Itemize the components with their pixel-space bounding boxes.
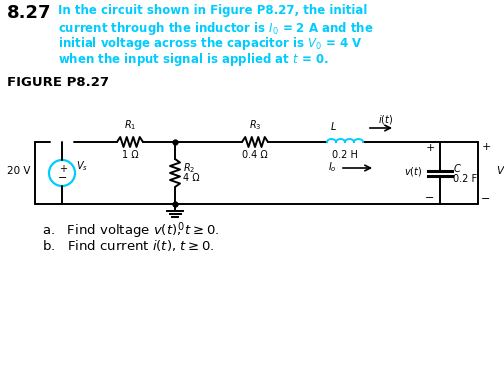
Text: 0.4 Ω: 0.4 Ω (242, 150, 268, 160)
Text: −: − (425, 193, 434, 203)
Text: when the input signal is applied at $t$ = 0.: when the input signal is applied at $t$ … (58, 50, 329, 67)
Text: FIGURE P8.27: FIGURE P8.27 (7, 76, 109, 89)
Text: $V_0$: $V_0$ (496, 164, 504, 178)
Text: −: − (58, 173, 68, 183)
Text: current through the inductor is $I_0$ = 2 A and the: current through the inductor is $I_0$ = … (58, 19, 373, 37)
Text: $R_3$: $R_3$ (249, 118, 261, 132)
Text: 1 Ω: 1 Ω (121, 150, 138, 160)
Text: 0.2 F: 0.2 F (453, 174, 477, 184)
Text: 4 Ω: 4 Ω (183, 173, 200, 183)
Text: $i(t)$: $i(t)$ (377, 113, 393, 126)
Text: 20 V: 20 V (7, 166, 31, 176)
Text: $R_1$: $R_1$ (124, 118, 136, 132)
Text: $v(t)$: $v(t)$ (404, 165, 422, 178)
Text: In the circuit shown in Figure P8.27, the initial: In the circuit shown in Figure P8.27, th… (58, 4, 367, 17)
Text: +: + (425, 143, 434, 153)
Text: $C$: $C$ (453, 162, 462, 174)
Text: $L$: $L$ (330, 120, 337, 132)
Text: b.   Find current $i(t)$, $t \geq 0$.: b. Find current $i(t)$, $t \geq 0$. (42, 238, 214, 253)
Text: 0.2 H: 0.2 H (332, 150, 358, 160)
Text: $I_o$: $I_o$ (328, 160, 337, 174)
Text: −: − (481, 194, 491, 204)
Text: +: + (59, 164, 67, 174)
Text: a.   Find voltage $v(t)$, $t \geq 0$.: a. Find voltage $v(t)$, $t \geq 0$. (42, 222, 219, 239)
Text: +: + (481, 142, 491, 152)
Text: $V_s$: $V_s$ (76, 159, 88, 173)
Text: initial voltage across the capacitor is $V_0$ = 4 V: initial voltage across the capacitor is … (58, 35, 362, 52)
Text: 0: 0 (177, 222, 183, 232)
Text: 8.27: 8.27 (7, 4, 51, 22)
Text: $R_2$: $R_2$ (183, 161, 196, 175)
